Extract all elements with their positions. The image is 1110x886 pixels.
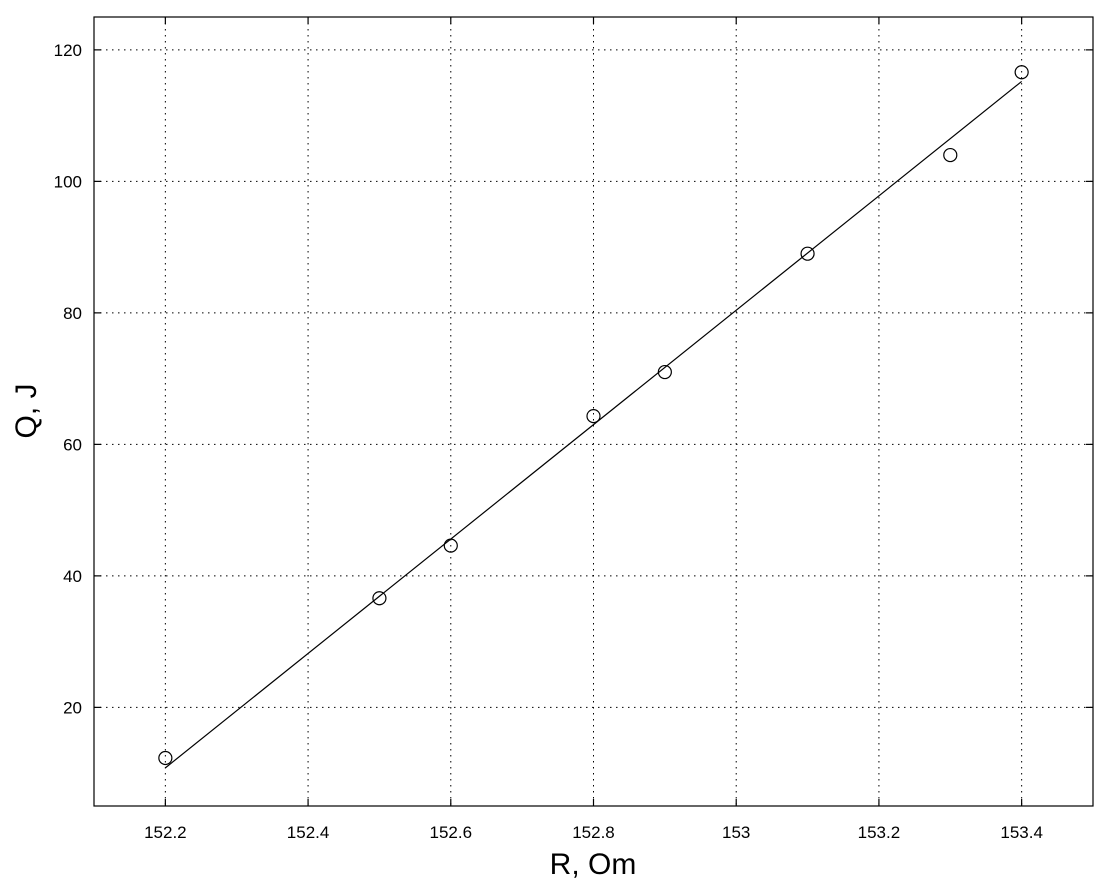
data-point — [158, 750, 173, 766]
x-tick-label: 152.8 — [572, 823, 615, 842]
y-axis-title: Q, J — [10, 383, 43, 438]
y-tick-label: 80 — [63, 304, 82, 323]
x-tick-label: 152.2 — [144, 823, 187, 842]
x-tick-label: 152.4 — [287, 823, 330, 842]
y-tick-label: 100 — [54, 172, 82, 191]
data-point — [1014, 65, 1029, 80]
grid-lines — [94, 17, 1093, 806]
x-tick-label: 152.6 — [430, 823, 473, 842]
fit-line — [164, 80, 1023, 769]
data-point — [586, 409, 601, 424]
data-series — [158, 65, 1029, 769]
y-tick-labels: 20 40 60 80 100 120 — [54, 41, 82, 718]
axis-ticks — [94, 17, 1093, 806]
data-point — [372, 591, 387, 606]
x-tick-label: 153.2 — [858, 823, 901, 842]
x-tick-label: 153 — [722, 823, 750, 842]
plot-frame — [93, 16, 1094, 807]
y-tick-label: 120 — [54, 41, 82, 60]
y-tick-label: 20 — [63, 698, 82, 717]
data-point — [943, 147, 958, 163]
y-tick-label: 60 — [63, 435, 82, 454]
x-tick-labels: 152.2 152.4 152.6 152.8 153 153.2 153.4 — [144, 823, 1043, 842]
x-tick-label: 153.4 — [1000, 823, 1043, 842]
y-tick-label: 40 — [63, 567, 82, 586]
data-point — [800, 246, 815, 261]
x-axis-title: R, Om — [550, 848, 637, 881]
